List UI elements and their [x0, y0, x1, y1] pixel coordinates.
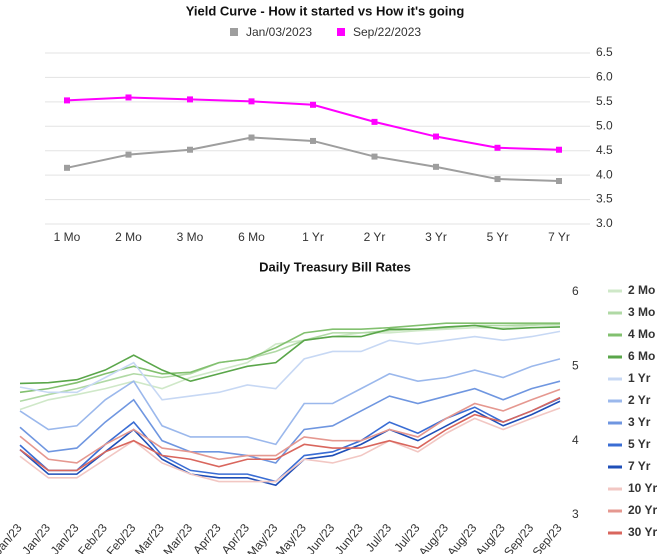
point-marker [64, 97, 70, 104]
y-tick-label: 4.5 [596, 143, 613, 157]
legend-label: 10 Yr [628, 481, 657, 495]
legend-swatch [230, 28, 238, 36]
x-tick-label: 2 Yr [364, 230, 386, 244]
y-tick-label: 4 [572, 433, 579, 447]
point-marker [433, 133, 439, 140]
point-marker [494, 176, 501, 183]
series-line [19, 322, 560, 394]
legend-label: 3 Mo [628, 305, 655, 319]
x-tick-label: 3 Yr [425, 230, 447, 244]
legend-label: 30 Yr [628, 525, 657, 539]
y-tick-label: 5.0 [596, 118, 613, 132]
point-marker [125, 94, 132, 101]
point-marker [248, 98, 255, 105]
series-line [19, 396, 561, 472]
y-tick-label: 3.0 [596, 216, 613, 230]
series-line [19, 400, 561, 487]
point-marker [494, 144, 501, 151]
legend-label: 7 Yr [628, 459, 651, 473]
x-tick-label: 5 Yr [487, 230, 509, 244]
legend-label: 6 Mo [628, 349, 655, 363]
point-marker [433, 163, 439, 170]
point-marker [64, 164, 70, 171]
legend-label: Jan/03/2023 [246, 25, 312, 39]
chart-title: Daily Treasury Bill Rates [259, 259, 411, 274]
y-tick-label: 5.5 [596, 94, 613, 108]
point-marker [187, 96, 193, 103]
series-line [19, 322, 561, 411]
y-tick-label: 6 [572, 284, 579, 298]
x-tick-label: 3 Mo [177, 230, 204, 244]
legend-label: 3 Yr [628, 415, 651, 429]
y-tick-label: 6.5 [596, 45, 613, 59]
point-marker [125, 151, 132, 158]
x-tick-label: 6 Mo [238, 230, 265, 244]
x-tick-label: 1 Yr [302, 230, 324, 244]
series-line [19, 358, 561, 446]
series-line [19, 324, 561, 385]
legend-label: 5 Yr [628, 437, 651, 451]
point-marker [556, 178, 562, 185]
point-marker [187, 146, 193, 153]
point-marker [310, 137, 316, 144]
point-marker [248, 134, 255, 141]
point-marker [371, 153, 378, 160]
chart-title: Yield Curve - How it started vs How it's… [186, 3, 465, 18]
y-tick-label: 6.0 [596, 70, 613, 84]
y-tick-label: 5 [572, 359, 579, 373]
point-marker [310, 101, 316, 108]
legend-label: 1 Yr [628, 371, 651, 385]
x-tick-label: 2 Mo [115, 230, 142, 244]
legend-label: Sep/22/2023 [353, 25, 421, 39]
legend-label: 2 Mo [628, 283, 655, 297]
y-tick-label: 4.0 [596, 167, 613, 181]
y-tick-label: 3 [572, 507, 579, 521]
legend-label: 2 Yr [628, 393, 651, 407]
y-tick-label: 3.5 [596, 192, 613, 206]
x-tick-label: 7 Yr [548, 230, 570, 244]
series-line [19, 330, 561, 401]
legend-swatch [337, 28, 345, 36]
series-line [19, 397, 561, 483]
point-marker [371, 118, 378, 125]
x-tick-label: 1 Mo [54, 230, 81, 244]
legend-label: 4 Mo [628, 327, 655, 341]
point-marker [556, 146, 562, 153]
series-line [19, 388, 561, 464]
legend-label: 20 Yr [628, 503, 657, 517]
series-line [19, 407, 561, 483]
